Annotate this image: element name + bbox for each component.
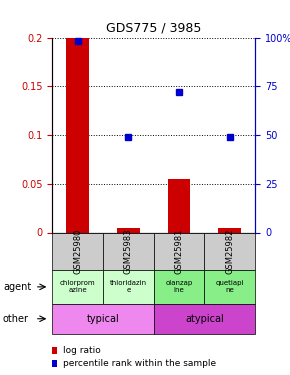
Text: GSM25980: GSM25980: [73, 228, 82, 274]
Text: quetiapi
ne: quetiapi ne: [215, 280, 244, 293]
Text: GSM25983: GSM25983: [124, 228, 133, 274]
Text: agent: agent: [3, 282, 31, 292]
Text: olanzap
ine: olanzap ine: [166, 280, 193, 293]
Bar: [168, 179, 191, 232]
Text: percentile rank within the sample: percentile rank within the sample: [63, 359, 216, 368]
Text: thioridazin
e: thioridazin e: [110, 280, 147, 293]
Text: other: other: [3, 314, 29, 324]
Text: GSM25981: GSM25981: [175, 228, 184, 274]
Text: GSM25982: GSM25982: [225, 228, 234, 274]
Bar: [66, 38, 89, 232]
Bar: [218, 228, 241, 232]
Text: typical: typical: [87, 314, 119, 324]
Text: atypical: atypical: [185, 314, 224, 324]
Title: GDS775 / 3985: GDS775 / 3985: [106, 22, 201, 35]
Bar: [117, 228, 140, 232]
Text: log ratio: log ratio: [63, 346, 101, 355]
Text: chlorprom
azine: chlorprom azine: [60, 280, 95, 293]
